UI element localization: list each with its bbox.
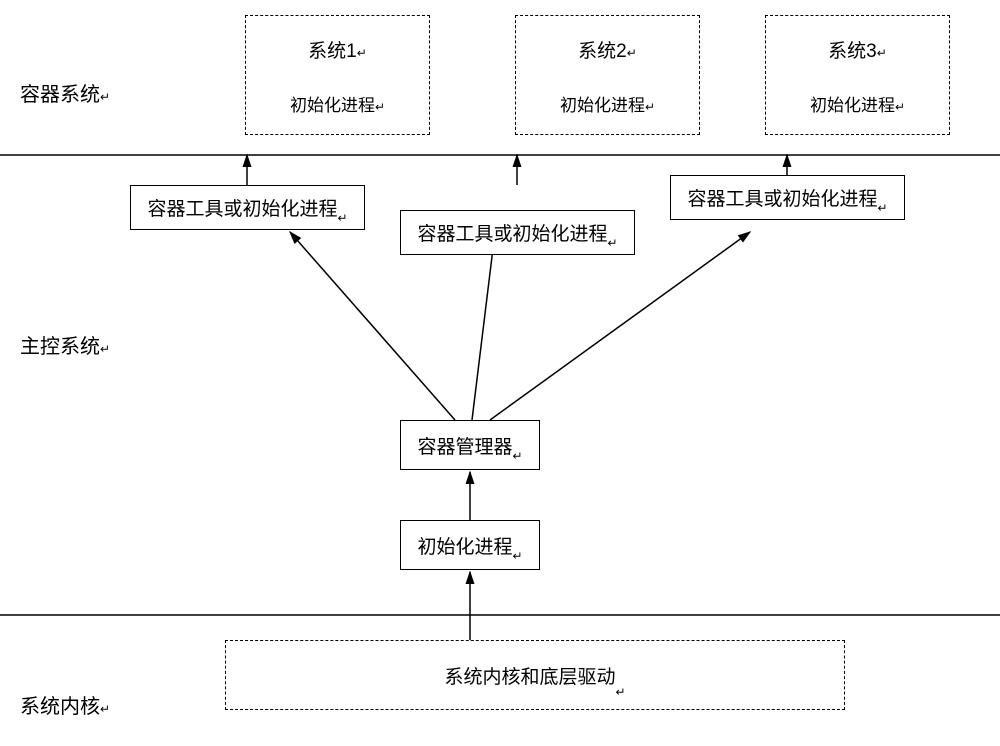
tool-init-label: 容器工具或初始化进程 bbox=[147, 194, 337, 221]
layer-label-container-text: 容器系统 bbox=[20, 84, 100, 106]
cj-mark: ↵ bbox=[100, 90, 110, 104]
container-system-title: 系统1↵ bbox=[246, 36, 429, 63]
container-system-init: 初始化进程↵ bbox=[516, 91, 699, 116]
container-system-box: 系统1↵ 初始化进程↵ bbox=[245, 15, 430, 135]
tool-init-box: 容器工具或初始化进程↵ bbox=[400, 210, 635, 255]
tool-init-label: 容器工具或初始化进程 bbox=[417, 219, 607, 246]
init-process-label: 初始化进程 bbox=[417, 532, 512, 559]
layer-label-container: 容器系统↵ bbox=[20, 78, 110, 107]
layer-label-master-text: 主控系统 bbox=[20, 336, 100, 358]
container-system-init: 初始化进程↵ bbox=[246, 91, 429, 116]
container-manager-label: 容器管理器 bbox=[417, 432, 512, 459]
cj-mark: ↵ bbox=[615, 685, 625, 699]
kernel-box-label: 系统内核和底层驱动 bbox=[444, 662, 615, 689]
cj-mark: ↵ bbox=[512, 449, 522, 463]
container-system-init: 初始化进程↵ bbox=[766, 91, 949, 116]
layer-label-kernel: 系统内核↵ bbox=[20, 690, 110, 719]
container-system-title: 系统2↵ bbox=[516, 36, 699, 63]
kernel-box: 系统内核和底层驱动↵ bbox=[225, 640, 845, 710]
cj-mark: ↵ bbox=[100, 342, 110, 356]
layer-label-master: 主控系统↵ bbox=[20, 330, 110, 359]
tool-init-box: 容器工具或初始化进程↵ bbox=[670, 175, 905, 220]
tool-init-box: 容器工具或初始化进程↵ bbox=[130, 185, 365, 230]
container-system-box: 系统2↵ 初始化进程↵ bbox=[515, 15, 700, 135]
tool-init-label: 容器工具或初始化进程 bbox=[687, 184, 877, 211]
cj-mark: ↵ bbox=[100, 702, 110, 716]
init-process-box: 初始化进程↵ bbox=[400, 520, 540, 570]
layer-label-kernel-text: 系统内核 bbox=[20, 696, 100, 718]
container-manager-box: 容器管理器↵ bbox=[400, 420, 540, 470]
container-system-box: 系统3↵ 初始化进程↵ bbox=[765, 15, 950, 135]
cj-mark: ↵ bbox=[512, 549, 522, 563]
container-system-title: 系统3↵ bbox=[766, 36, 949, 63]
